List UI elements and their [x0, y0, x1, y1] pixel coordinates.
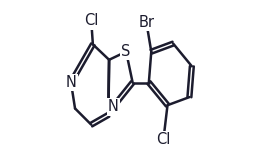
Text: N: N [108, 99, 119, 114]
Text: S: S [122, 44, 131, 59]
Text: Cl: Cl [84, 13, 99, 28]
Text: Br: Br [138, 15, 154, 30]
Text: Cl: Cl [156, 132, 171, 147]
Text: N: N [66, 75, 77, 90]
